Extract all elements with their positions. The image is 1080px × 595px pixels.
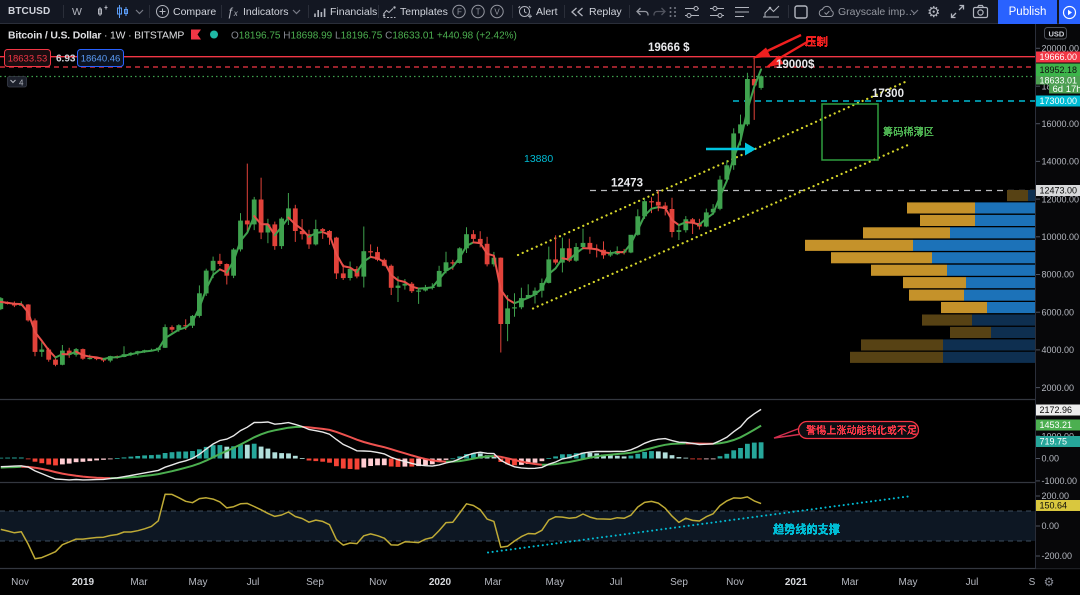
- svg-text:6d 17h: 6d 17h: [1053, 84, 1080, 95]
- svg-text:May: May: [546, 577, 565, 588]
- svg-text:-1000.00: -1000.00: [1042, 476, 1078, 486]
- svg-text:May: May: [899, 577, 918, 588]
- svg-text:Sep: Sep: [670, 577, 688, 588]
- svg-text:12473.00: 12473.00: [1040, 186, 1078, 196]
- svg-text:17300.00: 17300.00: [1040, 96, 1078, 106]
- svg-text:V: V: [494, 7, 500, 16]
- svg-text:Sep: Sep: [306, 577, 324, 588]
- svg-text:USD: USD: [1049, 30, 1065, 39]
- svg-text:6000.00: 6000.00: [1042, 307, 1075, 317]
- svg-text:18640.46: 18640.46: [81, 54, 121, 65]
- svg-text:Nov: Nov: [726, 577, 744, 588]
- svg-text:12473: 12473: [611, 178, 643, 190]
- svg-text:Nov: Nov: [11, 577, 29, 588]
- svg-text:17300: 17300: [872, 88, 904, 100]
- svg-text:Jul: Jul: [966, 577, 979, 588]
- svg-text:19000$: 19000$: [776, 59, 815, 71]
- svg-text:150.64: 150.64: [1040, 501, 1068, 511]
- svg-text:Nov: Nov: [369, 577, 387, 588]
- svg-text:19666 $: 19666 $: [648, 42, 690, 54]
- svg-text:200.00: 200.00: [1042, 491, 1070, 501]
- svg-text:1453.21: 1453.21: [1040, 420, 1073, 430]
- svg-text:Mar: Mar: [841, 577, 859, 588]
- svg-text:S: S: [1029, 577, 1036, 588]
- svg-text:18633.53: 18633.53: [8, 54, 48, 65]
- svg-text:19666.00: 19666.00: [1040, 52, 1078, 62]
- svg-text:0.00: 0.00: [1042, 454, 1060, 464]
- svg-text:18952.18: 18952.18: [1040, 65, 1078, 75]
- svg-text:13880: 13880: [524, 153, 553, 165]
- svg-text:4000.00: 4000.00: [1042, 345, 1075, 355]
- svg-text:⚙: ⚙: [1044, 575, 1055, 589]
- svg-text:O18196.75 H18698.99 L18196.75: O18196.75 H18698.99 L18196.75 C18633.01 …: [231, 31, 517, 42]
- svg-text:2021: 2021: [785, 577, 808, 588]
- svg-text:Bitcoin / U.S. Dollar · 1W · B: Bitcoin / U.S. Dollar · 1W · BITSTAMP: [8, 31, 184, 42]
- svg-text:8000.00: 8000.00: [1042, 270, 1075, 280]
- svg-text:719.75: 719.75: [1040, 437, 1068, 447]
- svg-text:F: F: [457, 7, 462, 16]
- svg-text:2172.96: 2172.96: [1040, 405, 1073, 415]
- svg-text:6.93: 6.93: [56, 54, 76, 65]
- svg-text:2019: 2019: [72, 577, 95, 588]
- svg-text:Mar: Mar: [484, 577, 502, 588]
- svg-text:T: T: [476, 7, 481, 16]
- svg-text:16000.00: 16000.00: [1042, 119, 1080, 129]
- svg-text:May: May: [189, 577, 208, 588]
- svg-text:Jul: Jul: [247, 577, 260, 588]
- svg-text:10000.00: 10000.00: [1042, 232, 1080, 242]
- svg-text:2000.00: 2000.00: [1042, 383, 1075, 393]
- svg-text:2020: 2020: [429, 577, 452, 588]
- svg-text:Jul: Jul: [610, 577, 623, 588]
- svg-text:4: 4: [19, 78, 24, 87]
- svg-text:0.00: 0.00: [1042, 521, 1060, 531]
- svg-text:Mar: Mar: [130, 577, 148, 588]
- svg-text:14000.00: 14000.00: [1042, 157, 1080, 167]
- svg-text:-200.00: -200.00: [1042, 551, 1073, 561]
